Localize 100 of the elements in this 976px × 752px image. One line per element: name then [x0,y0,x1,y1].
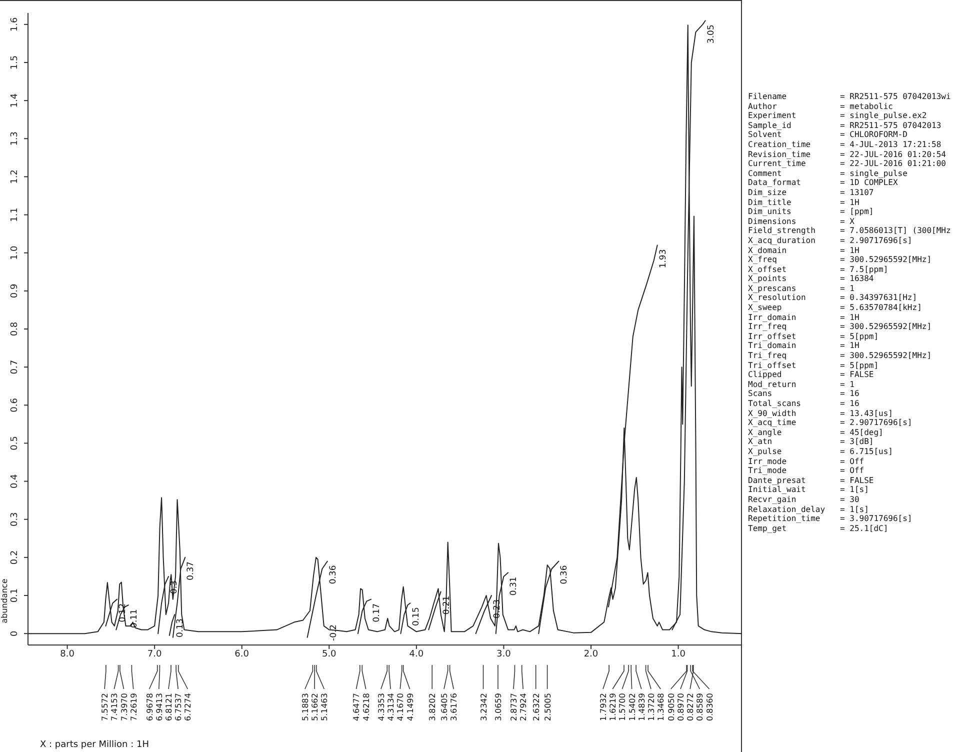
annotation: 3.6405 [440,693,449,721]
text: Dim_size = 13107 [748,188,874,197]
text: Solvent = CHLOROFORM-D [748,130,908,140]
annotation: 4.1670 [396,693,406,721]
text: Field_strength = 7.0586013[T] (300[MHz [748,226,951,236]
text: X_offset = 7.5[ppm] [748,264,888,274]
annotation: 0.23 [492,600,502,618]
text: Repetition_time = 3.90717696[s] [748,514,912,524]
annotation: 5.1662 [310,693,320,721]
text: Tri_offset = 5[ppm] [748,360,879,370]
annotation: 0.3 [170,580,180,594]
annotation: 0.13 [176,618,186,638]
y-tick-label: 1.3 [10,131,20,146]
text: Irr_mode = Off [748,456,864,466]
y-tick-label: 0.7 [10,360,20,374]
annotation: 0.8970 [676,693,686,721]
annotation: 6.8121 [164,693,174,721]
x-tick-label: 2.0 [584,649,598,660]
annotation: 7.4153 [110,693,120,721]
annotation: 1.93 [658,249,668,268]
text: X_sweep = 5.63570784[kHz] [748,303,922,312]
annotation: 1.6219 [608,693,618,721]
text: Dim_units = [ppm] [748,207,874,216]
annotation: 5.1883 [300,693,310,721]
annotation: 7.2619 [129,693,138,721]
text: Tri_domain = 1H [748,341,860,350]
annotation: 4.6477 [352,693,362,721]
annotation: 6.7274 [184,693,193,721]
y-tick-label: 1.1 [10,208,20,222]
x-tick-label: 1.0 [671,649,686,660]
annotation: 1.5402 [628,693,637,721]
text: Clipped = FALSE [748,370,874,380]
text: X_acq_duration = 2.90717696[s] [748,236,912,245]
annotation: 7.5572 [100,693,110,721]
text: Current_time = 22-JUL-2016 01:21:00 [748,159,946,168]
text: X_angle = 45[deg] [748,428,884,437]
annotation: 4.3353 [376,693,386,721]
text: Creation_time = 4-JUL-2013 17:21:58 [748,140,942,149]
text: Initial_wait = 1[s] [748,485,869,494]
text: X_acq_time = 2.90717696[s] [748,418,912,428]
text: X_90_width = 13.43[us] [748,408,893,418]
x-tick-label: 5.0 [322,649,337,660]
annotation: 0.11 [129,609,140,628]
text: X_points = 16384 [748,274,874,284]
annotation: 3.05 [706,24,716,44]
text: Sample_id = RR2511-575 07042013 [748,120,942,130]
text: X_prescans = 1 [748,284,854,293]
annotation: 0.36 [328,565,338,584]
text: Dimensions = X [748,216,854,226]
x-tick-label: 6.0 [234,649,250,660]
text: Irr_offset = 5[ppm] [748,332,879,341]
y-tick-label: 0.5 [10,436,20,450]
annotation: 0.8272 [686,693,696,721]
annotation: 3.8202 [428,693,438,721]
y-tick-label: 1.0 [10,245,20,260]
y-tick-label: 0.4 [10,474,20,488]
annotation: 4.6218 [362,693,371,721]
x-tick-label: 8.0 [60,649,75,660]
annotation: 3.2342 [479,693,488,721]
text: Tri_mode = Off [748,466,864,476]
y-tick-label: 1.6 [10,17,20,32]
annotation: 6.9413 [154,693,164,721]
annotation: 3.6176 [450,693,459,721]
y-axis-title: abundance [0,578,9,624]
text: Tri_freq = 300.52965592[MHz] [748,351,932,360]
y-tick-label: 0.3 [10,512,20,527]
text: Comment = single_pulse [748,168,908,178]
text: Total_scans = 16 [748,399,860,408]
text: Experiment = single_pulse.ex2 [748,111,927,120]
annotation: 3.0659 [494,693,503,721]
x-tick-label: 4.0 [409,649,424,660]
annotation: 2.7924 [519,693,528,721]
y-tick-label: 0.8 [10,322,20,336]
text: Author = metabolic [748,102,893,111]
annotation: 0.17 [372,603,382,622]
x-axis-title: X : parts per Million : 1H [40,740,149,750]
text: Data_format = 1D COMPLEX [748,178,898,188]
y-tick-label: 0.1 [10,588,20,603]
text: Recvr_gain = 30 [748,494,860,504]
annotation: 4.3134 [386,693,396,721]
text: X_resolution = 0.34397631[Hz] [748,293,918,302]
text: X_pulse = 6.715[us] [748,446,893,456]
text: Dante_presat = FALSE [748,476,874,485]
x-tick-label: 3.0 [496,649,512,660]
annotation: 1.3720 [646,693,656,721]
annotation: 0.9050 [666,693,676,721]
y-tick-label: 0.2 [10,550,20,565]
text: X_domain = 1H [748,246,860,254]
annotation: 1.3468 [656,693,666,721]
text: Revision_time = 22-JUL-2016 01:20:54 [748,150,946,159]
annotation: 4.1499 [406,693,415,721]
text: Temp_get = 25.1[dC] [748,524,888,533]
annotation: 1.7932 [598,693,608,721]
annotation: 0.36 [560,565,570,584]
text: Irr_domain = 1H [748,312,860,322]
text: Irr_freq = 300.52965592[MHz] [748,322,932,332]
y-tick-label: 1.2 [10,170,20,184]
y-tick-label: 0.9 [10,284,20,298]
annotation: 0.37 [186,561,196,580]
annotation: -0.2 [329,624,339,641]
